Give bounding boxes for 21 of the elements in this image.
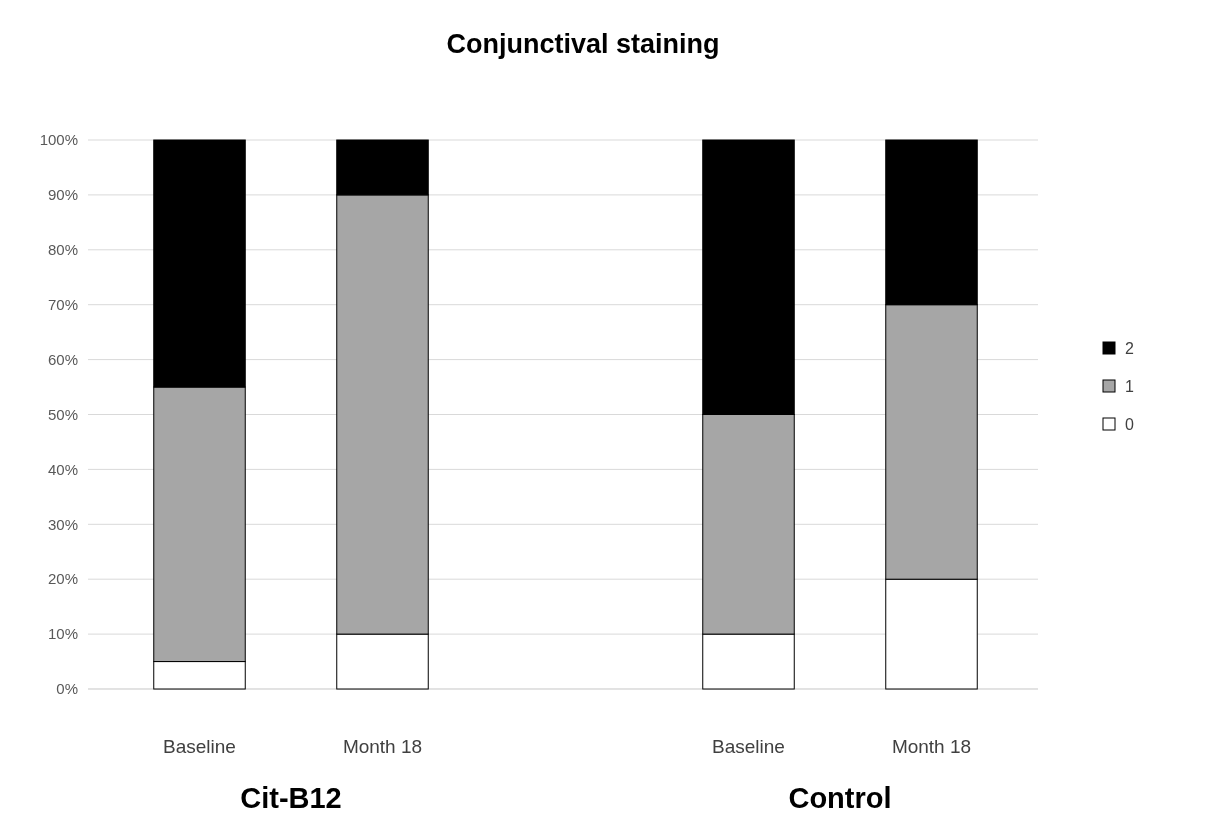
y-tick-label: 90%: [47, 186, 78, 204]
text: Control: [788, 782, 892, 814]
x-tick-label: Baseline: [163, 736, 236, 757]
y-tick-label: 50%: [47, 405, 78, 423]
y-tick-label: 100%: [39, 131, 78, 149]
legend-label: 1: [1125, 377, 1134, 395]
legend-label: 0: [1125, 415, 1134, 433]
text: Cit-B12: [240, 782, 342, 814]
y-tick-label: 0%: [56, 680, 78, 698]
y-tick-label: 20%: [47, 570, 78, 588]
y-tick-label: 10%: [47, 625, 78, 643]
x-tick-label: Month 18: [342, 736, 423, 757]
x-tick-label: Month 18: [891, 736, 972, 757]
x-tick-label: Baseline: [712, 736, 785, 757]
y-tick-label: 30%: [47, 515, 78, 533]
y-tick-label: 70%: [47, 295, 78, 313]
chart-title: Conjunctival staining: [446, 29, 720, 59]
y-tick-label: 80%: [47, 241, 78, 259]
legend-label: 2: [1125, 339, 1134, 357]
y-tick-label: 60%: [47, 350, 78, 368]
y-tick-label: 40%: [47, 460, 78, 478]
